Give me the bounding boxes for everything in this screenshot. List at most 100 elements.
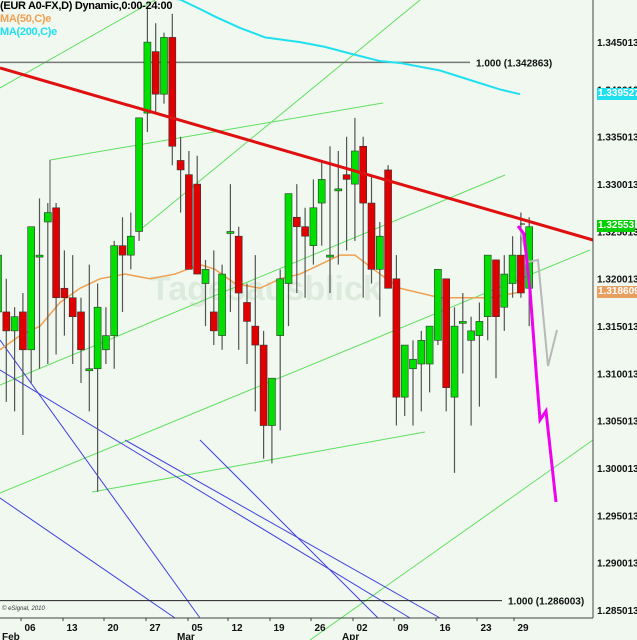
x-tick-label: 02 — [356, 623, 368, 634]
y-tick-label: 1.300013 — [597, 464, 637, 475]
x-month-label: Feb — [2, 632, 20, 640]
x-tick-label: 26 — [314, 623, 326, 634]
candle — [392, 255, 401, 426]
candle — [210, 250, 218, 346]
y-tick-label: 1.315013 — [597, 322, 637, 333]
candle — [326, 146, 334, 293]
candle — [151, 23, 160, 114]
candle — [450, 307, 459, 473]
candle — [425, 325, 434, 393]
candle — [417, 330, 426, 412]
candle — [127, 212, 135, 270]
y-tick-label: 1.285013 — [597, 606, 637, 617]
fan-line — [0, 369, 411, 619]
ma50-legend: MA(50,C)e — [0, 13, 52, 25]
candle — [517, 212, 525, 298]
candle — [118, 217, 127, 312]
symbol-title: (EUR A0-FX,D) Dynamic,0:00-24:00 — [0, 0, 173, 12]
candle — [218, 264, 226, 350]
candle — [27, 226, 36, 383]
candle — [467, 316, 475, 426]
candle — [2, 278, 11, 402]
copyright-label: © eSignal, 2010 — [2, 606, 45, 612]
x-tick-label: 23 — [480, 623, 492, 634]
candle — [409, 340, 417, 426]
candle — [102, 307, 110, 365]
candle — [168, 13, 177, 166]
candle — [284, 193, 293, 327]
ma50-line — [0, 254, 521, 351]
candle — [276, 269, 285, 431]
candle — [77, 297, 85, 383]
channel-line — [0, 249, 591, 494]
last-price-tag: 1.32553 — [597, 220, 636, 233]
candle — [268, 377, 276, 464]
candle — [301, 207, 309, 298]
candle — [60, 250, 69, 336]
x-tick-label: 05 — [191, 623, 203, 634]
fan-line — [199, 439, 379, 619]
x-tick-label: 19 — [273, 623, 285, 634]
y-tick-label: 1.320013 — [597, 275, 637, 286]
candle — [259, 330, 268, 459]
candle — [160, 32, 168, 104]
candle — [234, 226, 243, 350]
fib-level-label: 1.000 (1.342863) — [476, 58, 552, 69]
x-tick-label: 13 — [66, 623, 78, 634]
x-tick-label: 12 — [231, 623, 243, 634]
resistance-line — [0, 66, 594, 242]
candle — [85, 264, 94, 412]
candle — [193, 155, 201, 275]
ma200-line — [175, 0, 521, 96]
y-tick-label: 1.325013 — [597, 227, 637, 238]
candle — [35, 198, 44, 369]
forecast-paths — [516, 223, 558, 503]
ma200-price-tag: 1.339527 — [597, 87, 637, 100]
candle — [500, 255, 509, 331]
candle — [334, 150, 343, 265]
candle — [251, 255, 260, 412]
candle — [375, 221, 384, 317]
candle — [226, 184, 235, 312]
fan-line — [0, 497, 176, 619]
x-tick-label: 20 — [107, 623, 119, 634]
x-month-label: Mar — [177, 632, 195, 640]
candle — [384, 165, 392, 289]
watermark: Tagesausblick — [150, 270, 382, 308]
y-tick-label: 1.345013 — [597, 38, 637, 49]
candle — [351, 117, 359, 241]
candle — [367, 174, 376, 284]
candle — [317, 160, 326, 246]
candle — [110, 240, 118, 369]
candle — [309, 179, 318, 265]
ma200-legend: MA(200,C)e — [0, 26, 57, 38]
candle — [135, 117, 143, 241]
fan-line — [0, 339, 201, 619]
x-tick-label: 29 — [517, 623, 529, 634]
candle — [19, 292, 27, 436]
candle — [0, 254, 2, 313]
fib-level-label: 1.000 (1.286003) — [508, 597, 584, 608]
candle — [10, 307, 19, 412]
y-tick-label: 1.305013 — [597, 417, 637, 428]
x-month-label: Apr — [342, 632, 359, 640]
y-tick-label: 1.335013 — [597, 133, 637, 144]
candle — [93, 283, 102, 492]
support-line — [91, 431, 426, 493]
y-axis-ticks: 1.3450131.3400131.3350131.3300131.325013… — [597, 38, 637, 617]
candle — [442, 278, 451, 412]
x-tick-label: 16 — [439, 623, 451, 634]
x-tick-label: 09 — [397, 623, 409, 634]
candle — [475, 302, 484, 407]
candle — [243, 283, 251, 365]
chart-legend: (EUR A0-FX,D) Dynamic,0:00-24:00 MA(50,C… — [0, 0, 172, 39]
candle — [185, 150, 193, 270]
candle — [342, 136, 351, 251]
candle — [458, 292, 467, 374]
candle — [292, 184, 301, 293]
fan-line — [124, 439, 441, 619]
candle — [201, 259, 210, 327]
y-tick-label: 1.330013 — [597, 180, 637, 191]
